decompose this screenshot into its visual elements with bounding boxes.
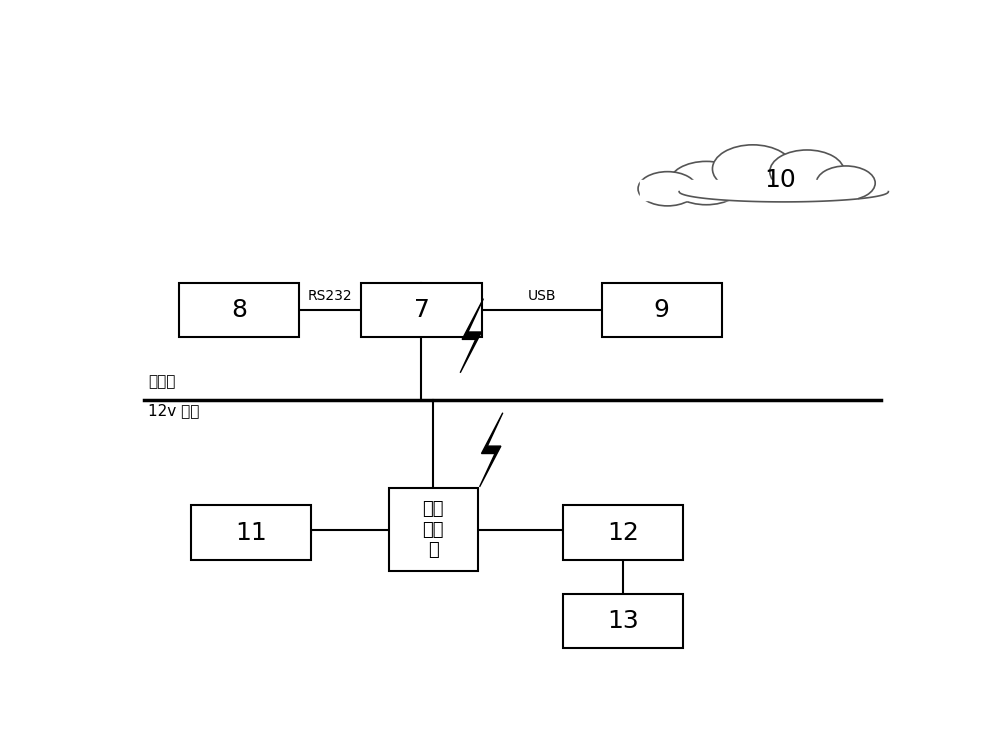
FancyBboxPatch shape bbox=[191, 505, 311, 559]
FancyBboxPatch shape bbox=[640, 180, 857, 200]
Text: 12: 12 bbox=[607, 520, 639, 545]
FancyBboxPatch shape bbox=[563, 505, 683, 559]
FancyBboxPatch shape bbox=[361, 283, 482, 337]
Ellipse shape bbox=[669, 162, 743, 205]
Text: 11: 11 bbox=[235, 520, 267, 545]
Text: 拖拉机: 拖拉机 bbox=[148, 375, 176, 390]
FancyBboxPatch shape bbox=[602, 283, 722, 337]
FancyBboxPatch shape bbox=[179, 283, 299, 337]
Ellipse shape bbox=[816, 166, 875, 200]
Text: 13: 13 bbox=[607, 609, 639, 633]
FancyBboxPatch shape bbox=[563, 594, 683, 648]
Text: 7: 7 bbox=[414, 298, 429, 322]
FancyBboxPatch shape bbox=[388, 488, 478, 571]
Polygon shape bbox=[480, 413, 503, 487]
Text: USB: USB bbox=[527, 288, 556, 302]
Ellipse shape bbox=[638, 172, 697, 206]
Ellipse shape bbox=[770, 150, 844, 193]
Text: 10: 10 bbox=[764, 168, 796, 192]
Text: 单体
控制
器: 单体 控制 器 bbox=[422, 500, 444, 559]
Text: 12v 电源: 12v 电源 bbox=[148, 403, 200, 418]
Polygon shape bbox=[460, 299, 483, 373]
Text: RS232: RS232 bbox=[308, 288, 353, 302]
Text: 9: 9 bbox=[654, 298, 670, 322]
Ellipse shape bbox=[712, 144, 793, 193]
Text: 8: 8 bbox=[231, 298, 247, 322]
